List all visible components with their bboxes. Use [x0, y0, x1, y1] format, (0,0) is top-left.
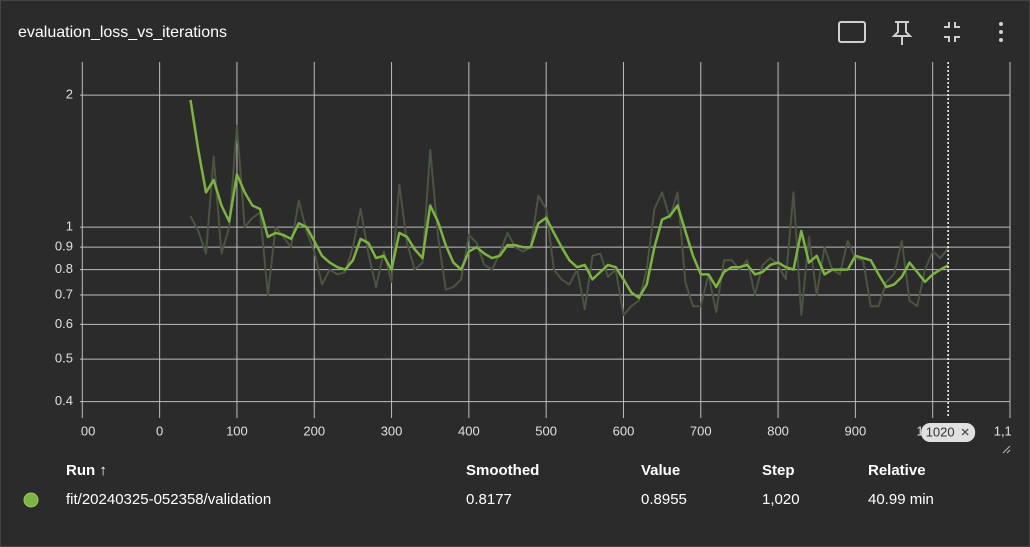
resize-icon[interactable]: [1002, 445, 1011, 454]
pin-icon[interactable]: [891, 21, 913, 45]
table-header: Smoothed: [466, 462, 539, 479]
table-header: Step: [762, 462, 795, 479]
fit-icon[interactable]: [838, 21, 866, 43]
table-cell: 40.99 min: [868, 491, 934, 508]
cursor-tooltip: [921, 423, 976, 442]
x-tick-label: 800: [767, 423, 789, 438]
axes: 0.4 0.5 0.6 0.7 0.8 0.9 1 2 1020: [55, 87, 976, 442]
y-tick-label: 0.7: [55, 286, 73, 301]
y-tick-label: 1: [66, 219, 73, 234]
y-tick-label: 0.8: [55, 261, 73, 276]
table-header: Relative: [868, 462, 926, 479]
y-tick-label: 2: [66, 87, 73, 102]
table-header: Value: [641, 462, 680, 479]
series-line: [189, 125, 949, 317]
x-tick-label: 700: [690, 423, 712, 438]
plot: -10001002003004005006007008009001,0001,1…: [69, 62, 1027, 438]
collapse-icon[interactable]: [944, 22, 960, 42]
y-tick-label: 0.6: [55, 316, 73, 331]
cursor-tooltip-label: 1020: [926, 424, 955, 439]
x-tick-label: 200: [303, 423, 325, 438]
table-cell: 1,020: [762, 491, 800, 508]
x-tick-label: 500: [535, 423, 557, 438]
y-tick-label: 0.5: [55, 351, 73, 366]
run-color: [23, 492, 39, 508]
menu-icon[interactable]: [999, 22, 1003, 42]
toolbar[interactable]: [838, 21, 960, 45]
tooltip-close: [961, 428, 969, 436]
table-cell: 0.8177: [466, 491, 512, 508]
table-cell: 0.8955: [641, 491, 687, 508]
x-tick-label: 300: [381, 423, 403, 438]
table-header: Run ↑: [66, 462, 107, 479]
x-tick-label: 1,100: [994, 423, 1027, 438]
series-line: [189, 99, 949, 300]
x-tick-label: 100: [226, 423, 248, 438]
x-tick-label: 900: [845, 423, 867, 438]
x-tick-label: 600: [613, 423, 635, 438]
x-tick-label: 0: [156, 423, 163, 438]
y-tick-label: 0.9: [55, 239, 73, 254]
chart-title: evaluation_loss_vs_iterations: [18, 24, 227, 41]
run-table: Run ↑ Smoothed Value Step Relative fit/202403…: [23, 462, 934, 508]
x-tick-label: -100: [69, 423, 95, 438]
y-tick-label: 0.4: [55, 393, 73, 408]
x-tick-label: 400: [458, 423, 480, 438]
table-cell: fit/20240325-052358/validation: [66, 491, 271, 508]
